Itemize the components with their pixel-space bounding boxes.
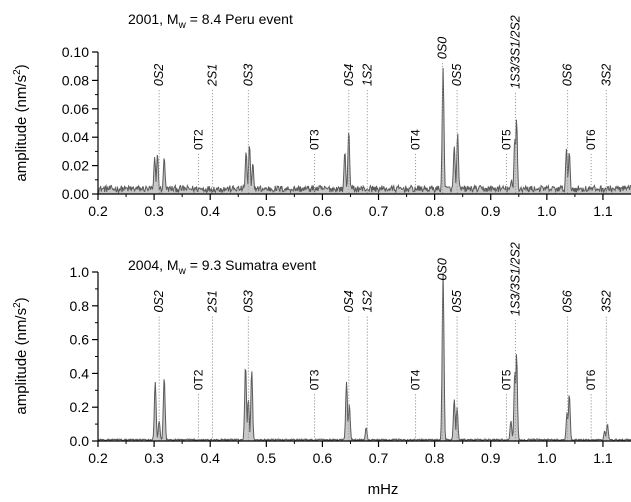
x-tick-label: 0.9 xyxy=(481,450,501,466)
mode-label: 0S3 xyxy=(241,290,255,312)
mode-label: 0S0 xyxy=(435,258,449,280)
y-tick-label: 0.8 xyxy=(70,298,90,314)
mode-label: 0T2 xyxy=(191,129,205,150)
y-tick-label: 0.2 xyxy=(70,399,90,415)
x-tick-label: 0.4 xyxy=(200,203,220,219)
mode-label: 0T2 xyxy=(191,369,205,390)
x-tick-label: 0.6 xyxy=(313,203,333,219)
panel-peru: 2001, Mw = 8.4 Peru event amplitude (nm/s… xyxy=(12,11,631,219)
mode-label: 0S4 xyxy=(342,290,356,312)
mode-label: 1S2 xyxy=(360,64,374,86)
x-tick-label: 0.5 xyxy=(257,203,277,219)
mode-label: 0S0 xyxy=(435,37,449,59)
x-tick-label: 0.2 xyxy=(88,203,108,219)
y-tick-label: 0.00 xyxy=(62,186,89,202)
mode-label: 1S3/3S1/2S2 xyxy=(508,242,522,316)
mode-label: 0S6 xyxy=(561,64,575,86)
mode-label: 0T3 xyxy=(308,369,322,390)
mode-label: 0S4 xyxy=(342,64,356,86)
y-tick-label: 0.08 xyxy=(62,72,89,88)
y-tick-label: 1.0 xyxy=(70,264,90,280)
mode-label: 0T5 xyxy=(499,369,513,390)
y-tick-label: 0.6 xyxy=(70,332,90,348)
x-tick-label: 0.7 xyxy=(369,203,389,219)
mode-label: 2S1 xyxy=(205,64,219,87)
mode-label: 0S5 xyxy=(450,64,464,86)
y-axis-title: amplitude (nm/s2) xyxy=(12,297,30,414)
x-tick-label: 1.0 xyxy=(537,450,557,466)
x-tick-label: 0.8 xyxy=(425,450,445,466)
mode-label: 0T5 xyxy=(499,129,513,150)
panel-sumatra: 2004, Mw = 9.3 Sumatra event amplitude (n… xyxy=(12,242,631,466)
mode-label: 1S2 xyxy=(360,290,374,312)
mode-label: 3S2 xyxy=(599,290,613,312)
panel-title: 2004, Mw = 9.3 Sumatra event xyxy=(128,257,316,277)
x-tick-label: 1.1 xyxy=(593,203,613,219)
x-tick-label: 0.5 xyxy=(257,450,277,466)
x-tick-label: 0.6 xyxy=(313,450,333,466)
panel-title: 2001, Mw = 8.4 Peru event xyxy=(128,11,293,31)
spectrum-line xyxy=(97,272,631,442)
mode-label: 3S2 xyxy=(599,64,613,86)
mode-label: 0S6 xyxy=(561,290,575,312)
mode-label: 0T4 xyxy=(409,369,423,390)
mode-label: 0T3 xyxy=(308,129,322,150)
y-axis-title: amplitude (nm/s2) xyxy=(12,64,30,181)
mode-label: 0S2 xyxy=(152,290,166,312)
y-tick-label: 0.0 xyxy=(70,433,90,449)
mode-label: 2S1 xyxy=(205,290,219,313)
y-tick-label: 0.4 xyxy=(70,365,90,381)
x-tick-label: 0.7 xyxy=(369,450,389,466)
y-tick-label: 0.04 xyxy=(62,129,89,145)
x-axis-title: mHz xyxy=(368,481,399,498)
x-tick-label: 0.4 xyxy=(200,450,220,466)
mode-label: 1S3/3S1/2S2 xyxy=(508,15,522,89)
x-tick-label: 0.3 xyxy=(144,450,164,466)
mode-label: 0T6 xyxy=(584,129,598,150)
x-tick-label: 0.8 xyxy=(425,203,445,219)
mode-label: 0S3 xyxy=(241,64,255,86)
x-tick-label: 0.3 xyxy=(144,203,164,219)
x-tick-label: 0.9 xyxy=(481,203,501,219)
mode-label: 0T6 xyxy=(584,369,598,390)
y-tick-label: 0.06 xyxy=(62,101,89,117)
y-tick-label: 0.02 xyxy=(62,158,89,174)
spectrum-line xyxy=(98,67,631,195)
mode-label: 0S5 xyxy=(450,290,464,312)
x-tick-label: 1.0 xyxy=(537,203,557,219)
x-tick-label: 1.1 xyxy=(593,450,613,466)
mode-label: 0S2 xyxy=(152,64,166,86)
mode-label: 0T4 xyxy=(409,129,423,150)
y-tick-label: 0.10 xyxy=(62,44,89,60)
x-tick-label: 0.2 xyxy=(88,450,108,466)
